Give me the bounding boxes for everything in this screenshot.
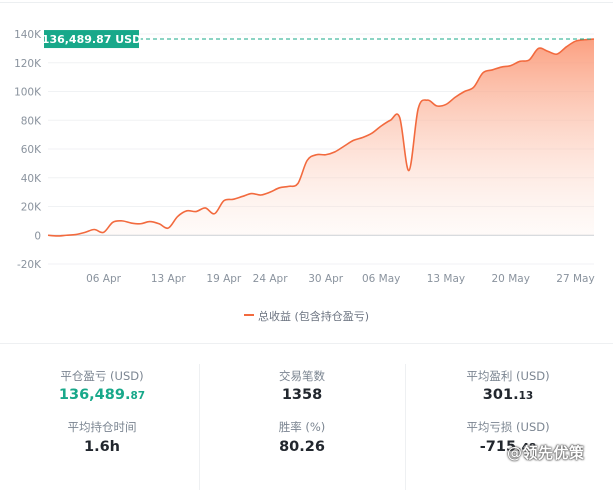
stats-column-2: 交易笔数 1358 胜率 (%) 80.26: [200, 344, 404, 490]
watermark-text: 领先优策: [522, 444, 585, 462]
y-tick-label: 80K: [21, 115, 42, 127]
legend-label: 总收益 (包含持仓盈亏): [257, 310, 370, 323]
avg-hold-time-label: 平均持仓时间: [67, 420, 137, 434]
win-rate-value: 80.26: [279, 439, 325, 455]
y-tick-label: 20K: [21, 202, 42, 214]
avg-hold-time-value: 1.6h: [83, 439, 120, 455]
stats-top-divider: [0, 343, 613, 344]
final-value-label: 136,489.87 USD: [42, 33, 141, 46]
y-tick-label: 40K: [21, 173, 42, 185]
stats-column-1: 平仓盈亏 (USD) 136,489.87 平均持仓时间 1.6h: [0, 344, 204, 490]
avg-profit-label: 平均盈利 (USD): [466, 369, 550, 383]
trade-count-label: 交易笔数: [279, 369, 325, 383]
avg-profit-value: 301.13: [482, 387, 534, 403]
stats-divider-2: [405, 364, 406, 490]
x-tick-label: 19 Apr: [206, 273, 242, 285]
series-area-fill: [48, 39, 594, 236]
y-tick-label: 60K: [21, 144, 42, 156]
top-border: [0, 2, 613, 3]
legend-swatch: [243, 314, 254, 316]
y-tick-label: 0: [34, 230, 41, 242]
final-value-tag: [44, 30, 139, 49]
x-tick-label: 13 Apr: [151, 273, 187, 285]
equity-area-chart: 140K 120K 100K 80K 60K 40K 20K 0 -20K 06 Apr 13 Ap…: [14, 29, 595, 285]
y-tick-label: 100K: [14, 87, 42, 99]
avg-loss-label: 平均亏损 (USD): [466, 420, 550, 434]
x-tick-label: 06 Apr: [86, 273, 122, 285]
x-tick-label: 30 Apr: [308, 273, 344, 285]
stats-column-3: 平均盈利 (USD) 301.13 平均亏损 (USD) -715.48: [406, 344, 610, 490]
win-rate-label: 胜率 (%): [278, 420, 326, 434]
y-tick-label: 140K: [14, 29, 42, 41]
closed-pnl-value: 136,489.87: [58, 387, 146, 403]
x-tick-label: 13 May: [427, 273, 465, 285]
weibo-icon: @: [507, 444, 523, 462]
watermark: @领先优策: [507, 442, 585, 463]
x-tick-label: 06 May: [362, 273, 400, 285]
avg-loss-value: -715.48: [479, 439, 537, 455]
x-tick-label: 20 May: [492, 273, 530, 285]
y-tick-label: 120K: [14, 58, 42, 70]
y-tick-label: -20K: [17, 259, 42, 271]
trade-count-value: 1358: [281, 387, 323, 403]
stats-divider-1: [199, 364, 200, 490]
series-line[interactable]: [47, 38, 595, 237]
closed-pnl-label: 平仓盈亏 (USD): [60, 369, 144, 383]
chart-legend[interactable]: 总收益 (包含持仓盈亏): [0, 308, 613, 324]
x-tick-label: 27 May: [556, 273, 594, 285]
x-tick-label: 24 Apr: [253, 273, 289, 285]
stats-panel: 平仓盈亏 (USD) 136,489.87 平均持仓时间 1.6h 交易笔数 1…: [0, 344, 613, 490]
